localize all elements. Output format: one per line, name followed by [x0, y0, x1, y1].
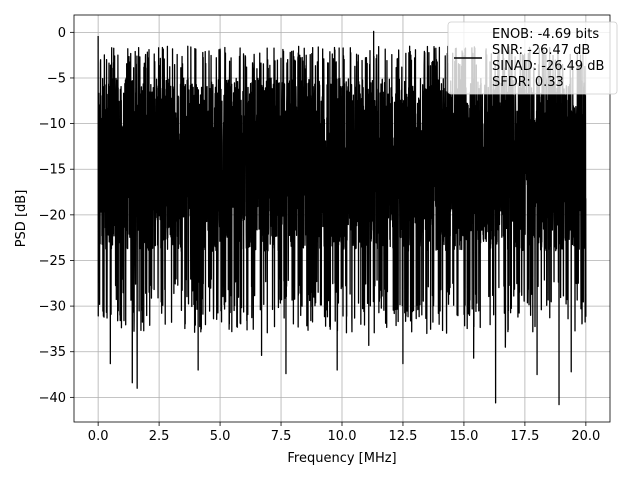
legend-text: ENOB: -4.69 bits SNR: -26.47 dB SINAD: -26… — [492, 27, 604, 90]
y-tick-label: −5 — [47, 71, 66, 86]
y-tick-label: −25 — [39, 254, 66, 269]
x-tick-label: 15.0 — [449, 429, 478, 444]
legend-line-text: SFDR: 0.33 — [492, 75, 564, 90]
x-tick-label: 20.0 — [571, 429, 600, 444]
x-tick-label: 12.5 — [388, 429, 417, 444]
x-tick-label: 2.5 — [149, 429, 170, 444]
x-ticks: 0.0 2.5 5.0 7.5 10.0 12.5 15.0 17.5 20.0 — [88, 422, 600, 444]
y-axis-label: PSD [dB] — [14, 190, 29, 248]
x-tick-label: 7.5 — [271, 429, 292, 444]
legend-line-text: SINAD: -26.49 dB — [492, 59, 604, 74]
legend-line-text: ENOB: -4.69 bits — [492, 27, 599, 42]
y-tick-label: −40 — [39, 391, 66, 406]
y-tick-label: −35 — [39, 345, 66, 360]
x-tick-label: 5.0 — [210, 429, 231, 444]
x-axis-label: Frequency [MHz] — [287, 451, 396, 466]
y-tick-label: −30 — [39, 300, 66, 315]
y-tick-label: 0 — [58, 26, 66, 41]
psd-series — [97, 30, 587, 406]
y-tick-label: −15 — [39, 163, 66, 178]
psd-line — [97, 30, 587, 406]
y-ticks: 0 −5 −10 −15 −20 −25 −30 −35 −40 — [39, 26, 74, 406]
x-tick-label: 17.5 — [510, 429, 539, 444]
legend: ENOB: -4.69 bits SNR: -26.47 dB SINAD: -26… — [447, 21, 618, 95]
y-tick-label: −10 — [39, 117, 66, 132]
legend-box — [447, 21, 618, 95]
y-tick-label: −20 — [39, 208, 66, 223]
x-tick-label: 0.0 — [88, 429, 109, 444]
legend-line-text: SNR: -26.47 dB — [492, 43, 590, 58]
x-tick-label: 10.0 — [328, 429, 357, 444]
